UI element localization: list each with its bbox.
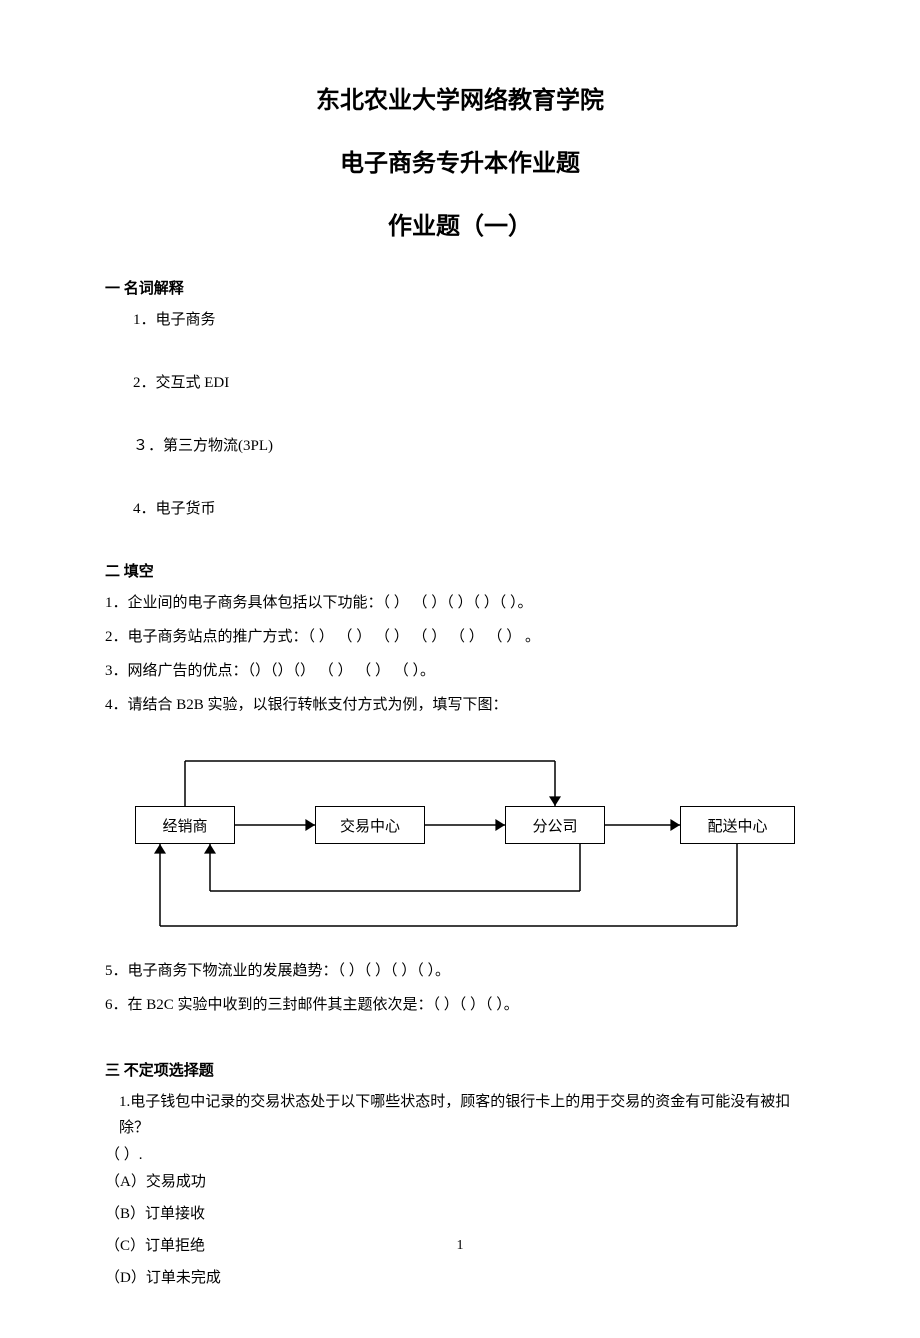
- section-terms-header: 一 名词解释: [105, 277, 815, 298]
- term-item: ３．第三方物流(3PL): [133, 434, 815, 455]
- page-number: 1: [0, 1238, 920, 1254]
- fill-item: 6．在 B2C 实验中收到的三封邮件其主题依次是：（ ）（ ）（ ）。: [105, 993, 815, 1017]
- diagram-node-exchange: 交易中心: [315, 806, 425, 844]
- section-fill-header: 二 填空: [105, 560, 815, 581]
- title-university: 东北农业大学网络教育学院: [105, 80, 815, 115]
- fill-item: 4．请结合 B2B 实验，以银行转帐支付方式为例，填写下图：: [105, 693, 815, 717]
- mc-option: （D）订单未完成: [105, 1266, 815, 1290]
- term-item: 4．电子货币: [133, 497, 815, 518]
- fill-item: 2．电子商务站点的推广方式：（ ） （ ） （ ） （ ） （ ） （ ） 。: [105, 625, 815, 649]
- fill-item: 5．电子商务下物流业的发展趋势：（ ）（ ）（ ）（ ）。: [105, 959, 815, 983]
- title-block: 东北农业大学网络教育学院 电子商务专升本作业题 作业题（一）: [105, 80, 815, 241]
- diagram-node-dealer: 经销商: [135, 806, 235, 844]
- diagram-node-dist: 配送中心: [680, 806, 795, 844]
- fill-item: 3．网络广告的优点：（）（）（） （ ） （ ） （ ）。: [105, 659, 815, 683]
- fill-item: 1．企业间的电子商务具体包括以下功能：（ ） （ ）（ ）（ ）（ ）。: [105, 591, 815, 615]
- mc-option: （B）订单接收: [105, 1202, 815, 1226]
- mc-option: （A）交易成功: [105, 1170, 815, 1194]
- mc-blank: （ ）.: [105, 1143, 815, 1164]
- term-item: 1．电子商务: [133, 308, 815, 329]
- b2b-flow-diagram: 经销商 交易中心 分公司 配送中心: [105, 731, 815, 941]
- mc-question: 1.电子钱包中记录的交易状态处于以下哪些状态时，顾客的银行卡上的用于交易的资金有…: [119, 1090, 815, 1141]
- title-course: 电子商务专升本作业题: [105, 143, 815, 178]
- diagram-node-branch: 分公司: [505, 806, 605, 844]
- title-assignment: 作业题（一）: [105, 206, 815, 241]
- section-mc-header: 三 不定项选择题: [105, 1059, 815, 1080]
- term-item: 2．交互式 EDI: [133, 371, 815, 392]
